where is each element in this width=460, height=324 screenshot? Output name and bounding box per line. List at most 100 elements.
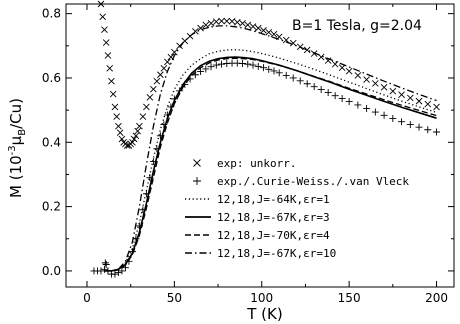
data-point-plus-marker (289, 74, 297, 82)
data-point-plus-marker (212, 61, 220, 69)
data-point-x-marker (139, 113, 147, 120)
data-point-x-marker (129, 138, 136, 146)
legend-label: exp: unkorr. (217, 157, 296, 170)
legend-x-marker (193, 159, 201, 167)
data-point-plus-marker (118, 267, 126, 275)
data-point-plus-marker (398, 118, 406, 126)
data-point-plus-marker (254, 62, 262, 70)
data-point-x-marker (160, 65, 168, 72)
legend-label: 12,18,J=-67K,εr=10 (217, 247, 336, 260)
y-axis-title-sub: B (17, 129, 28, 136)
data-point-x-marker (130, 135, 138, 143)
plot-frame (65, 3, 455, 288)
data-point-x-marker (218, 17, 225, 25)
data-point-plus-marker (331, 92, 339, 100)
data-point-x-marker (254, 24, 262, 32)
data-point-x-marker (97, 0, 105, 8)
data-point-x-marker (372, 80, 379, 87)
data-point-plus-marker (97, 267, 105, 275)
data-point-x-marker (115, 122, 122, 130)
data-point-plus-marker (101, 259, 109, 267)
data-point-plus-marker (218, 60, 226, 68)
y-axis-title-tail: /Cu) (7, 98, 25, 129)
y-axis-title: M (10-3μB/Cu) (7, 98, 28, 198)
legend-label: 12,18,J=-64K,εr=1 (217, 193, 330, 206)
data-point-x-marker (345, 67, 353, 75)
x-tick-label: 150 (338, 291, 361, 305)
data-point-x-marker (111, 103, 119, 111)
data-point-x-marker (101, 26, 108, 34)
legend-label: exp./.Curie-Weiss./.van Vleck (217, 175, 409, 188)
data-point-x-marker (415, 97, 423, 105)
data-point-plus-marker (202, 65, 210, 73)
series-3 (104, 56, 437, 272)
data-point-plus-marker (338, 95, 346, 103)
y-tick-label: 0.0 (42, 264, 61, 278)
data-point-x-marker (134, 127, 141, 135)
data-point-plus-marker (111, 270, 119, 278)
series-line-dashed (104, 57, 437, 272)
data-point-plus-marker (296, 77, 304, 85)
axis-ticks: 0 50 100 150 200 0.0 0.2 0.4 0.6 0.8 (42, 4, 454, 305)
legend-plus-marker (193, 177, 201, 185)
data-point-plus-marker (345, 97, 353, 105)
data-point-x-marker (354, 72, 362, 79)
x-axis-title: T (K) (246, 305, 282, 323)
data-point-x-marker (244, 21, 252, 29)
chart-annotation: B=1 Tesla, g=2.04 (292, 18, 422, 34)
series-layer (90, 0, 441, 278)
data-point-plus-marker (424, 126, 432, 134)
data-point-x-marker (132, 132, 140, 140)
data-point-x-marker (389, 87, 397, 95)
data-point-x-marker (239, 19, 246, 27)
y-tick-label: 0.6 (42, 71, 61, 85)
data-point-x-marker (303, 46, 311, 54)
svg-text:M (10-3μB/Cu): M (10-3μB/Cu) (7, 98, 28, 198)
data-point-plus-marker (303, 80, 311, 88)
data-point-plus-marker (249, 61, 257, 69)
data-point-x-marker (150, 85, 157, 93)
data-point-x-marker (102, 39, 110, 46)
legend-entry: exp./.Curie-Weiss./.van Vleck (193, 175, 409, 188)
y-axis-title-main: M (10 (7, 155, 25, 198)
legend-entry: 12,18,J=-70K,εr=4 (185, 229, 330, 242)
data-point-plus-marker (197, 68, 205, 76)
data-point-plus-marker (270, 67, 278, 75)
data-point-x-marker (108, 77, 115, 85)
data-point-x-marker (109, 90, 117, 98)
legend-label: 12,18,J=-67K,εr=3 (217, 211, 330, 224)
data-point-plus-marker (324, 88, 332, 96)
data-point-plus-marker (100, 265, 108, 273)
data-point-plus-marker (282, 71, 290, 79)
data-point-x-marker (289, 39, 297, 47)
y-tick-label: 0.8 (42, 7, 61, 21)
series-line-solid (104, 56, 437, 272)
data-point-x-marker (324, 57, 332, 64)
data-point-plus-marker (265, 65, 273, 73)
data-point-x-marker (433, 103, 440, 111)
data-point-plus-marker (354, 101, 362, 109)
data-point-x-marker (123, 142, 131, 149)
data-point-x-marker (104, 52, 112, 59)
data-point-plus-marker (433, 128, 441, 136)
data-point-plus-marker (102, 260, 110, 268)
data-point-x-marker (99, 13, 107, 21)
data-point-plus-marker (275, 69, 283, 77)
data-point-x-marker (106, 65, 114, 72)
data-point-x-marker (233, 19, 241, 26)
data-point-x-marker (146, 93, 154, 101)
data-point-x-marker (136, 122, 143, 130)
legend-entry: 12,18,J=-64K,εr=1 (185, 193, 330, 206)
data-point-plus-marker (239, 59, 247, 67)
data-point-x-marker (331, 60, 339, 68)
y-axis-title-exp: -3 (7, 145, 18, 155)
data-point-x-marker (202, 21, 210, 29)
data-point-plus-marker (317, 86, 325, 94)
data-point-plus-marker (415, 123, 423, 131)
data-point-x-marker (164, 58, 171, 66)
data-point-x-marker (207, 19, 215, 27)
data-point-x-marker (363, 76, 370, 83)
data-point-x-marker (249, 23, 257, 30)
x-tick-label: 100 (250, 291, 273, 305)
